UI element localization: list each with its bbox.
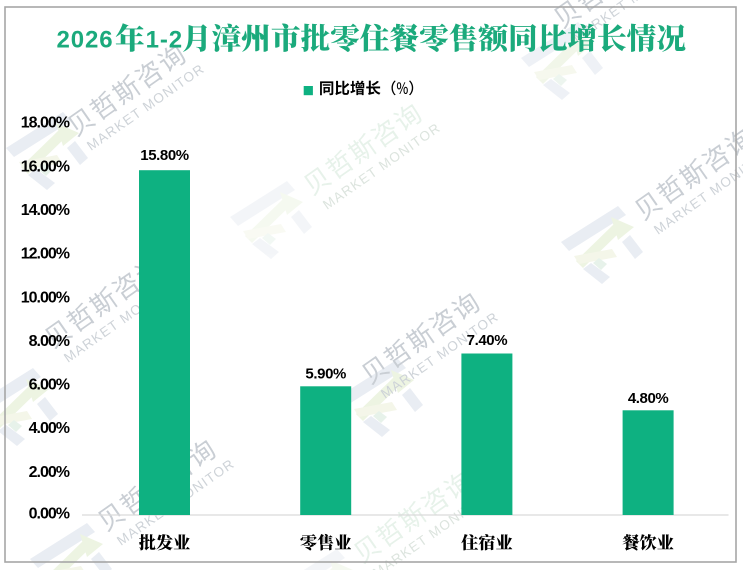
svg-text:6.00%: 6.00%: [29, 377, 70, 394]
svg-text:16.00%: 16.00%: [21, 158, 70, 175]
svg-text:8.00%: 8.00%: [29, 333, 70, 350]
svg-text:15.80%: 15.80%: [140, 147, 189, 164]
svg-text:18.00%: 18.00%: [21, 115, 70, 132]
svg-text:7.40%: 7.40%: [467, 332, 508, 349]
svg-text:0.00%: 0.00%: [29, 505, 70, 522]
svg-text:4.80%: 4.80%: [628, 390, 669, 407]
svg-text:5.90%: 5.90%: [305, 366, 346, 383]
svg-text:1-2: 1-2: [146, 27, 183, 54]
svg-text:2.00%: 2.00%: [29, 464, 70, 481]
svg-text:10.00%: 10.00%: [21, 289, 70, 306]
svg-text:12.00%: 12.00%: [21, 246, 70, 263]
svg-text:2026: 2026: [57, 27, 114, 54]
svg-text:14.00%: 14.00%: [21, 202, 70, 219]
svg-text:4.00%: 4.00%: [29, 420, 70, 437]
